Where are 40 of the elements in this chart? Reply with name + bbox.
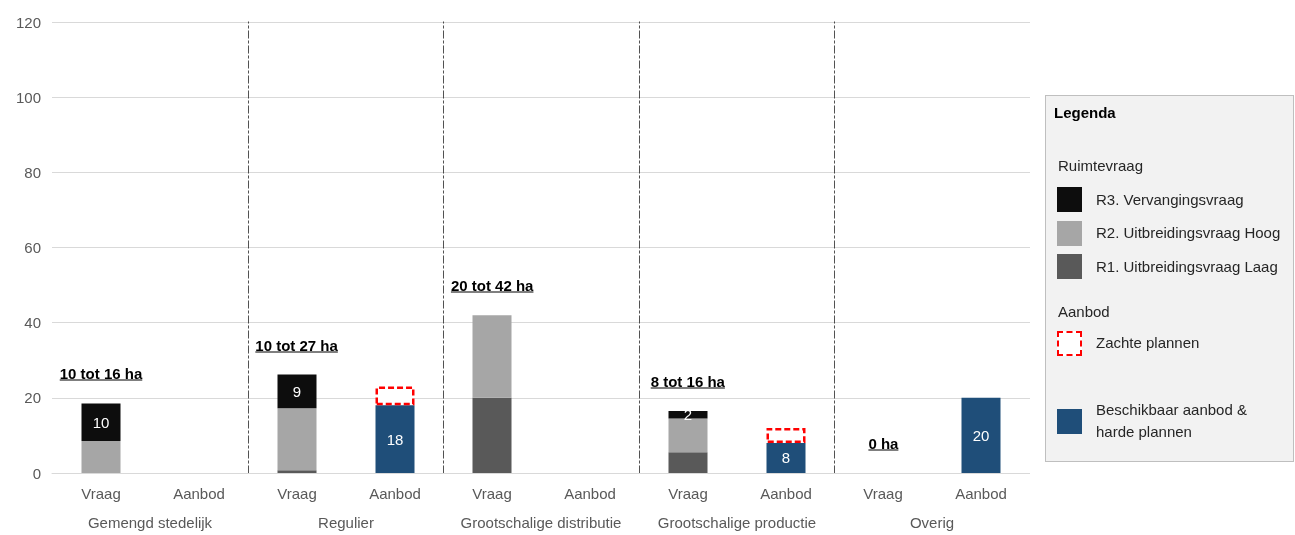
x-axis-title: Regulier xyxy=(317,514,374,531)
x-tick-label: Vraag xyxy=(863,485,904,502)
legend-label: R2. Uitbreidingsvraag Hoog xyxy=(1095,223,1281,244)
data-label: 8 xyxy=(781,449,790,467)
annotation: 10 tot 27 ha xyxy=(255,336,338,354)
data-label: 20 xyxy=(973,426,990,444)
x-tick-label: Vraag xyxy=(668,485,708,502)
x-axis-title: Overig xyxy=(910,514,955,531)
x-axis-title: Gemengd stedelijk xyxy=(87,514,213,531)
y-tick-label: 100 xyxy=(15,88,41,106)
annotation: 20 tot 42 ha xyxy=(450,276,534,294)
data-label: 9 xyxy=(292,382,301,400)
text: Ruimtevraag xyxy=(1057,156,1145,176)
y-tick-label: 120 xyxy=(15,13,41,31)
text: Aanbod xyxy=(1057,301,1111,322)
data-label: 10 xyxy=(92,413,110,431)
x-axis-title: Grootschalige distributie xyxy=(460,514,622,531)
legend-label: Beschikbaar aanbod & harde plannen xyxy=(1095,400,1248,442)
annotation: 0 ha xyxy=(868,434,899,452)
x-tick-label: Aanbod xyxy=(759,485,812,502)
legend-label: Zachte plannen xyxy=(1095,333,1201,354)
x-tick-label: Vraag xyxy=(472,485,512,502)
x-tick-label: Aanbod xyxy=(564,485,617,502)
y-tick-label: 0 xyxy=(32,464,41,482)
y-tick-label: 40 xyxy=(24,314,41,332)
legend-label: R1. Uitbreidingsvraag Laag xyxy=(1095,256,1279,277)
annotation: 10 tot 16 ha xyxy=(59,364,143,382)
legend-label: R3. Vervangingsvraag xyxy=(1095,189,1245,210)
legend-title: Legenda xyxy=(1053,103,1117,123)
x-tick-label: Aanbod xyxy=(368,485,421,502)
y-tick-label: 20 xyxy=(24,389,41,407)
annotation: 8 tot 16 ha xyxy=(650,372,725,390)
x-axis-title: Grootschalige productie xyxy=(657,514,817,531)
data-label: 18 xyxy=(386,430,403,448)
x-tick-label: Aanbod xyxy=(955,485,1008,502)
x-tick-label: Vraag xyxy=(276,485,317,502)
x-tick-label: Aanbod xyxy=(173,485,225,502)
y-tick-label: 60 xyxy=(24,239,41,256)
y-tick-label: 80 xyxy=(24,163,41,181)
x-tick-label: Vraag xyxy=(81,485,121,502)
